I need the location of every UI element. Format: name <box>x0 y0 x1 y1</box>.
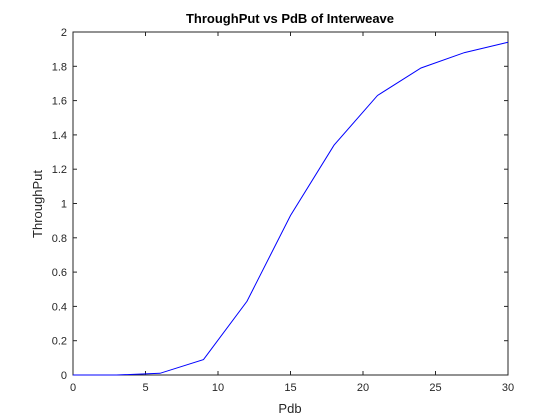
plot-area <box>72 31 509 376</box>
x-tick-label: 30 <box>502 382 514 394</box>
x-tick-label: 10 <box>212 382 224 394</box>
x-tick-label: 25 <box>429 382 441 394</box>
axes-group: 0 5 10 15 20 25 30 0 0.2 0.4 0.6 0.8 1 1.2 1.4 1.6 1.8 2 <box>52 27 514 394</box>
x-tick-label: 5 <box>142 382 148 394</box>
y-tick-label: 1.6 <box>52 96 67 108</box>
y-tick-label: 1.8 <box>52 61 67 73</box>
chart-title: ThroughPut vs PdB of Interweave <box>186 11 394 26</box>
x-tick-label: 20 <box>357 382 369 394</box>
x-tick-label: 0 <box>70 382 76 394</box>
y-tick-label: 0.4 <box>52 301 67 313</box>
y-axis-label: ThroughPut <box>30 170 45 238</box>
y-tick-label: 1.2 <box>52 164 67 176</box>
y-tick-label: 0.2 <box>52 336 67 348</box>
y-tick-label: 0.8 <box>52 233 67 245</box>
y-tick-label: 0 <box>61 370 67 382</box>
y-tick-label: 0.6 <box>52 267 67 279</box>
series-layer <box>72 41 509 376</box>
y-tick-label: 2 <box>61 27 67 39</box>
y-tick-label: 1 <box>61 199 67 211</box>
y-tick-label: 1.4 <box>52 130 67 142</box>
x-tick-label: 15 <box>284 382 296 394</box>
x-axis-label: Pdb <box>278 401 301 416</box>
